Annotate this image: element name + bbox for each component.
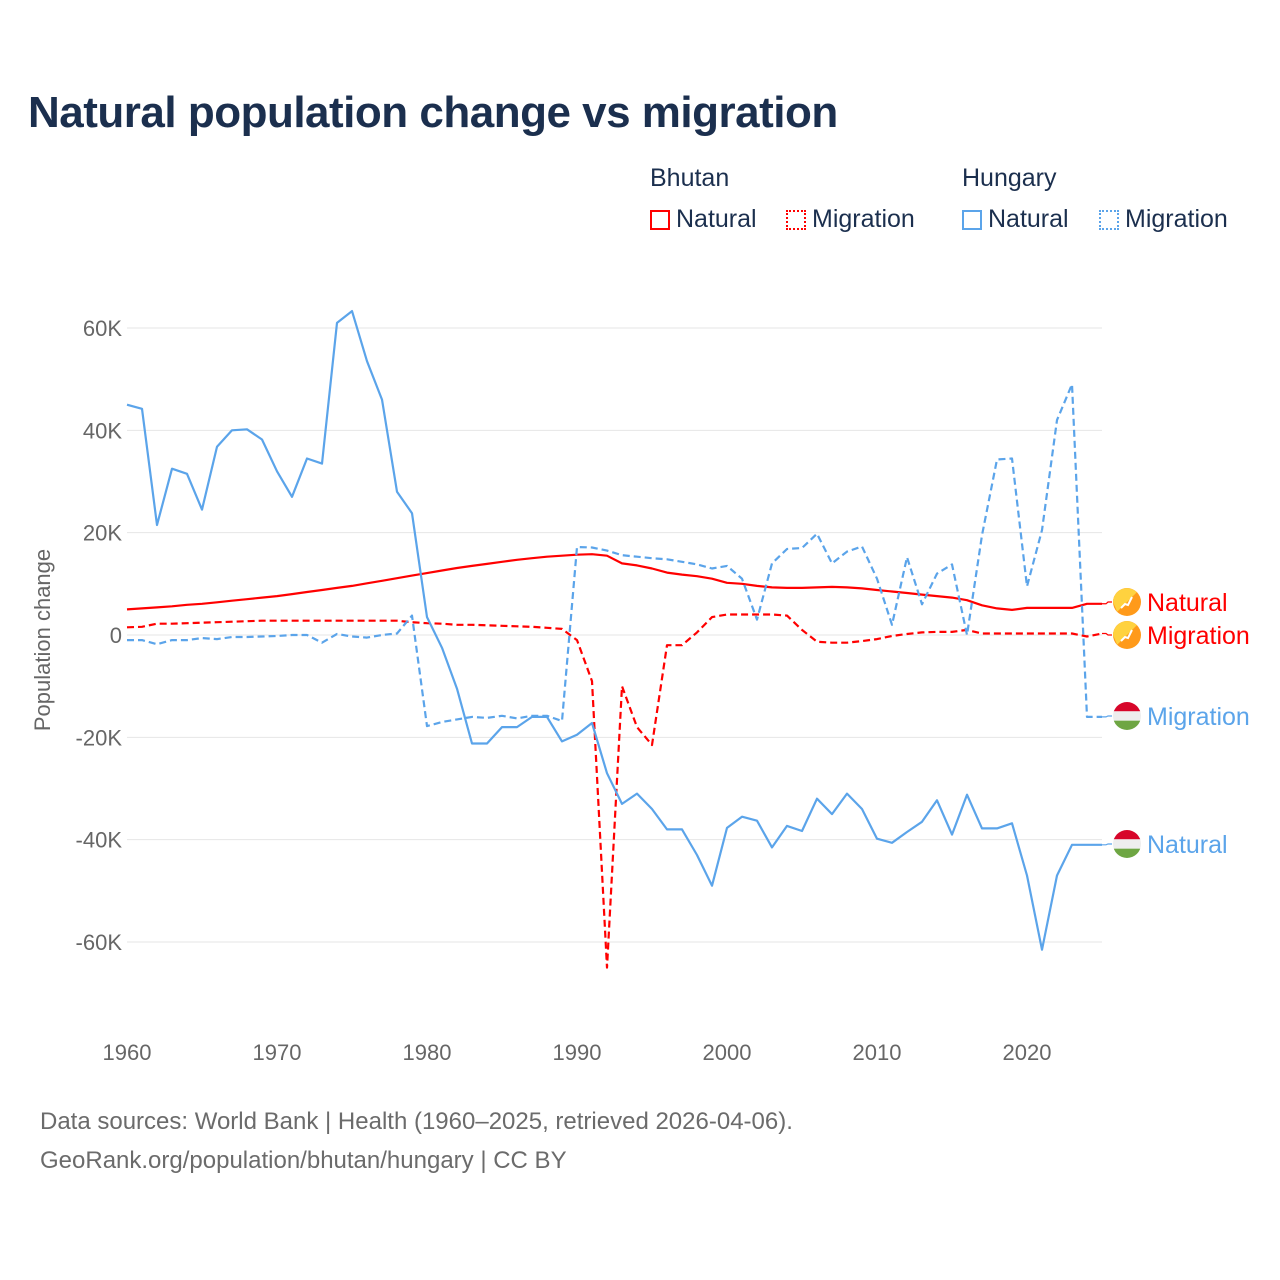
legend-label: Migration	[812, 205, 915, 233]
bhutan-flag-icon	[1113, 588, 1137, 612]
hungary-flag-icon	[1113, 702, 1141, 712]
x-tick-label: 2010	[853, 1040, 902, 1065]
bhutan-dragon-icon	[1120, 629, 1133, 642]
series-end-label: Migration	[1147, 622, 1250, 650]
series-line-bhutan-natural	[126, 553, 1102, 612]
series-end-label: Migration	[1147, 703, 1250, 731]
bhutan-dragon-icon	[1120, 596, 1133, 609]
legend-bhutan-natural[interactable]: Natural	[650, 205, 757, 234]
legend-group-bhutan: Bhutan	[650, 164, 730, 192]
y-tick-label: -20K	[76, 725, 123, 750]
dotted-swatch-icon	[1099, 209, 1119, 230]
legend-label: Migration	[1125, 205, 1228, 233]
series-line-hungary-natural	[126, 310, 1102, 951]
legend-hungary-natural[interactable]: Natural	[962, 205, 1069, 234]
label-connector	[1102, 715, 1112, 718]
x-tick-label: 1970	[253, 1040, 302, 1065]
series-line-hungary-migration	[127, 383, 1102, 728]
hungary-flag-icon	[1113, 839, 1141, 849]
series-end-label: Natural	[1147, 589, 1228, 617]
legend-group-hungary: Hungary	[962, 164, 1057, 192]
y-tick-label: -40K	[76, 828, 123, 853]
label-connector	[1102, 843, 1112, 846]
x-tick-label: 2020	[1003, 1040, 1052, 1065]
x-tick-label: 2000	[703, 1040, 752, 1065]
footer-link[interactable]: GeoRank.org/population/bhutan/hungary | …	[40, 1147, 567, 1174]
label-connector	[1102, 632, 1112, 636]
dotted-swatch-icon	[786, 209, 806, 230]
series-line-bhutan-migration	[126, 613, 1103, 969]
x-tick-label: 1960	[103, 1040, 152, 1065]
y-tick-label: -60K	[76, 930, 123, 955]
x-tick-label: 1980	[403, 1040, 452, 1065]
y-tick-label: 0	[110, 623, 122, 648]
y-tick-label: 40K	[83, 418, 122, 443]
footer-sources: Data sources: World Bank | Health (1960–…	[40, 1108, 793, 1135]
solid-swatch-icon	[650, 209, 670, 230]
label-connector	[1102, 601, 1112, 605]
legend-hungary-migration[interactable]: Migration	[1099, 205, 1228, 234]
legend-label: Natural	[676, 205, 757, 233]
y-axis-label: Population change	[30, 549, 55, 731]
hungary-flag-icon	[1113, 720, 1141, 730]
bhutan-flag-icon	[1113, 621, 1137, 645]
solid-swatch-icon	[962, 209, 982, 230]
hungary-flag-icon	[1113, 830, 1141, 840]
y-tick-label: 20K	[83, 521, 122, 546]
series-end-label: Natural	[1147, 831, 1228, 859]
legend-bhutan-migration[interactable]: Migration	[786, 205, 915, 234]
x-tick-label: 1990	[553, 1040, 602, 1065]
hungary-flag-icon	[1113, 711, 1141, 721]
hungary-flag-icon	[1113, 848, 1141, 858]
y-tick-label: 60K	[83, 316, 122, 341]
chart-title: Natural population change vs migration	[28, 88, 838, 137]
legend-label: Natural	[988, 205, 1069, 233]
